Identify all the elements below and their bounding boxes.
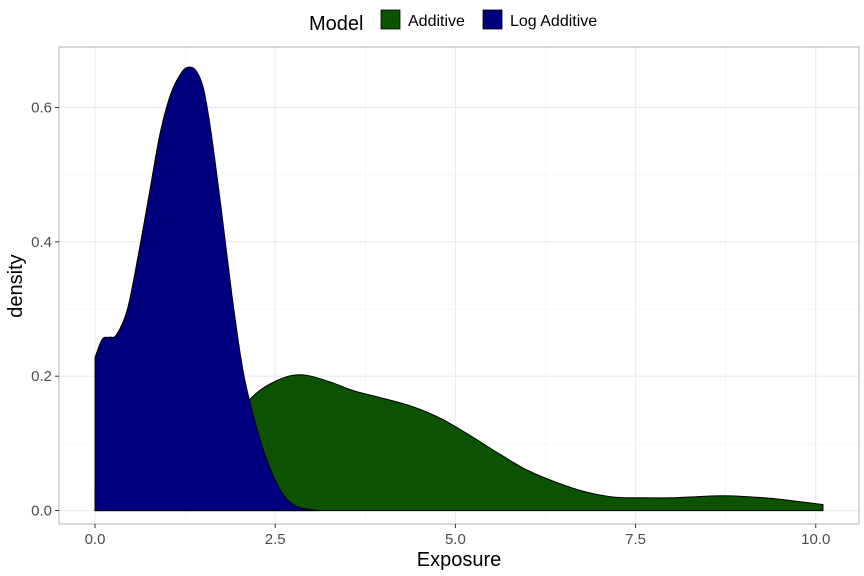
x-tick-label: 10.0 [801, 531, 830, 548]
panel-border [58, 46, 860, 525]
y-tick-label: 0.4 [31, 234, 52, 251]
y-tick-label: 0.6 [31, 99, 52, 116]
legend-key-log-additive [482, 9, 503, 30]
legend-title: Model [309, 13, 363, 35]
x-axis-ticks: 0.0 2.5 5.0 7.5 10.0 [85, 524, 830, 548]
legend-label-additive: Additive [408, 13, 465, 30]
legend-key-additive [380, 9, 401, 30]
y-tick-label: 0.2 [31, 368, 52, 385]
y-tick-label: 0.0 [31, 503, 52, 520]
legend-label-log-additive: Log Additive [510, 13, 597, 30]
legend: Model Additive Log Additive [309, 9, 597, 35]
x-axis-title: Exposure [417, 549, 502, 571]
x-tick-label: 5.0 [445, 531, 466, 548]
x-tick-label: 0.0 [85, 531, 106, 548]
density-area-log-additive [94, 66, 319, 512]
x-tick-label: 7.5 [625, 531, 646, 548]
density-areas [94, 66, 824, 512]
y-axis-ticks: 0.0 0.2 0.4 0.6 [31, 99, 59, 520]
x-tick-label: 2.5 [265, 531, 286, 548]
y-axis-title: density [5, 254, 27, 317]
